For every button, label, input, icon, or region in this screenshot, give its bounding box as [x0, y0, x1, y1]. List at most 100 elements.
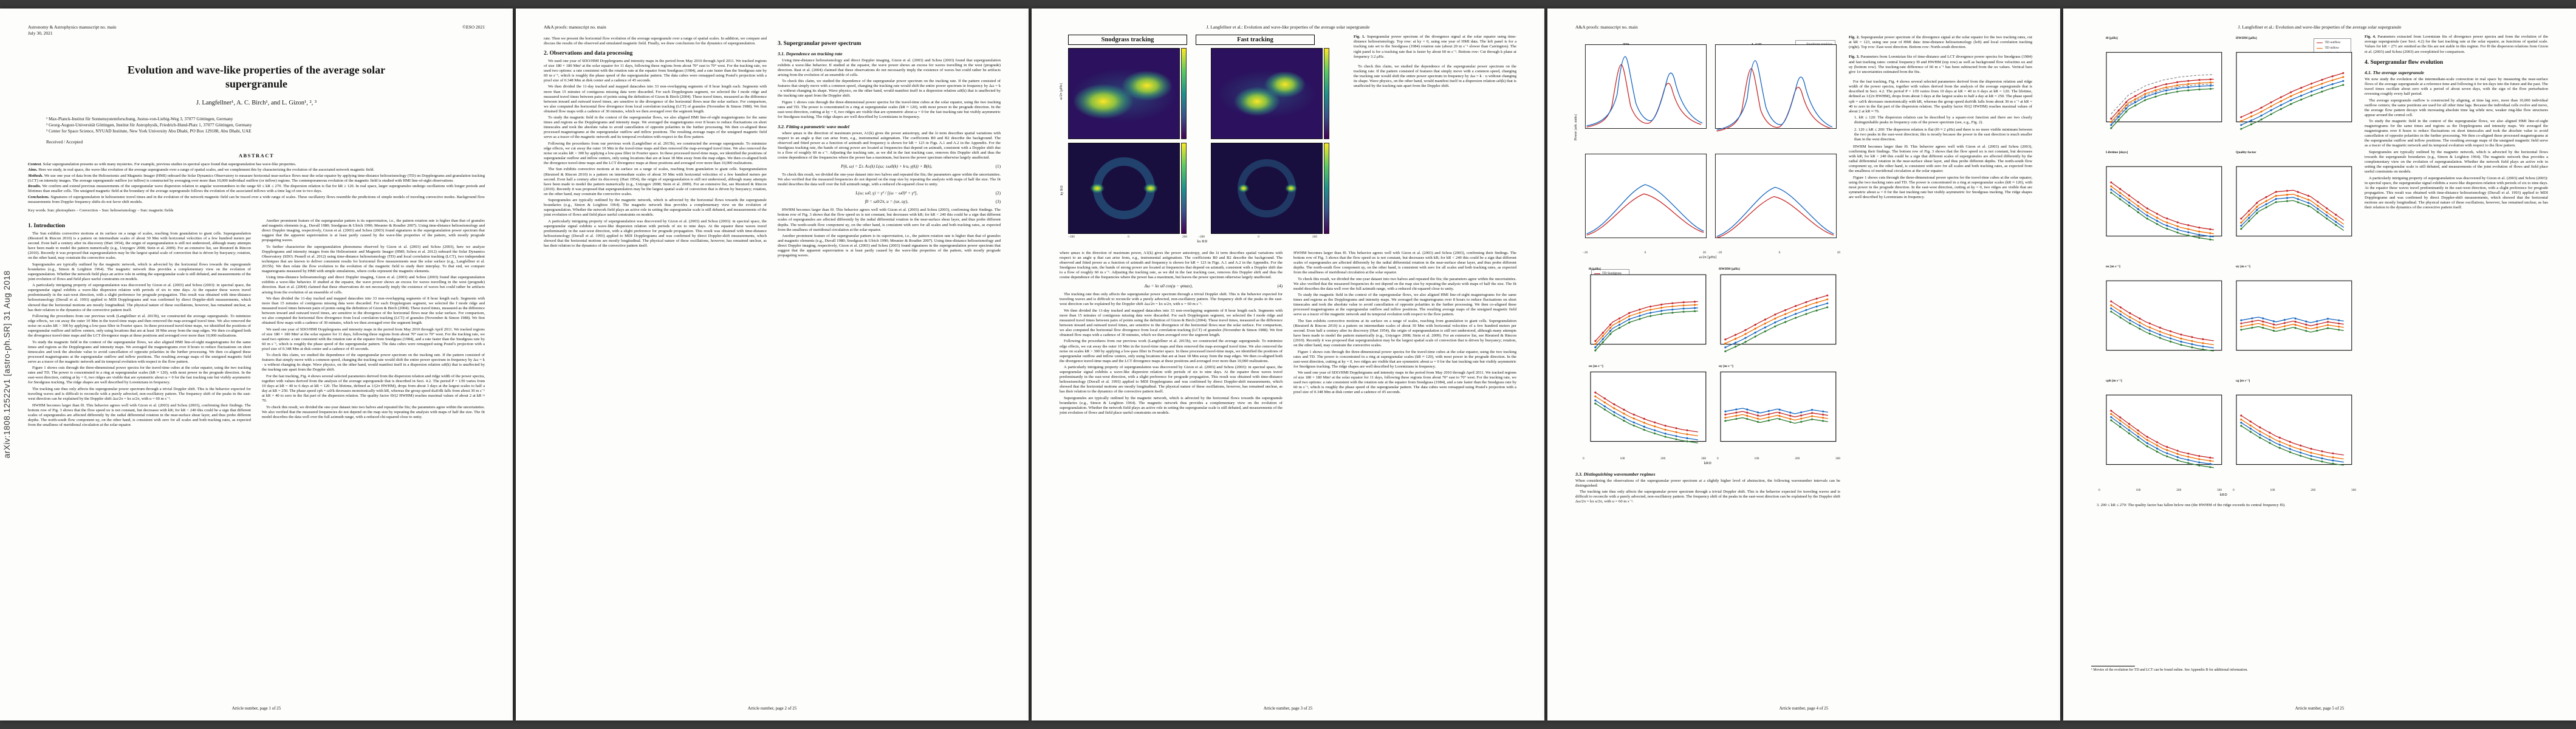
fig4-panel-f0: f0 [μHz] — [2098, 35, 2226, 146]
page3-footer: Article number, page 3 of 25 — [1263, 706, 1313, 711]
body-paragraph: HWHM becomes larger than f0. This behavi… — [1849, 145, 2032, 174]
page2-header: A&A proofs: manuscript no. main — [544, 24, 1001, 30]
regime-item-3: 3. 200 ≤ kR ≤ 270: The quality factor ha… — [2097, 503, 2286, 507]
figure-1-panels: Snodgrass tracking Fast tracking ω/2π [μ… — [1060, 35, 1345, 244]
fig1-xlabel: kx R⊙ — [1197, 239, 1208, 244]
body-paragraph: Another prominent feature of the supergr… — [262, 219, 485, 243]
body-paragraph: We used one year of SDO/HMI Dopplergrams… — [544, 58, 767, 83]
manuscript-note: Astronomy & Astrophysics manuscript no. … — [28, 24, 117, 30]
colorbar — [1181, 48, 1187, 139]
affiliations: ¹ Max-Planck-Institut für Sonnensystemfo… — [46, 116, 467, 134]
fig2-xticks: −20 0 20 −20 0 20 — [1583, 250, 1840, 255]
fig4-grid: f0 [μHz] HW — [2098, 35, 2356, 488]
body-paragraph: Supergranules are typically outlined by … — [1060, 395, 1283, 415]
abstract-methods: Methods. We use one year of data from th… — [28, 173, 485, 183]
plot-quality — [2236, 166, 2352, 237]
fig4-panel-cph: cph [m s⁻¹] — [2098, 377, 2226, 488]
body-paragraph: We used one year of SDO/HMI Dopplergrams… — [1293, 371, 1516, 395]
body-paragraph: The average supergranule outflow is cons… — [2365, 98, 2548, 117]
page1-right-column: Another prominent feature of the supergr… — [262, 219, 485, 608]
fig3-panel-f0: f0 [μHz] — [1583, 265, 1710, 360]
equation-1: P(k, ω) = Σ± A±(k) L(ω; ±ω0(k) + k·u, γ(… — [841, 164, 1001, 169]
fig1-panel-snodgrass-ky0 — [1068, 48, 1202, 139]
body-paragraph: For the fast tracking, Fig. 4 shows seve… — [1849, 80, 2032, 114]
page1-header: Astronomy & Astrophysics manuscript no. … — [28, 24, 485, 36]
figure-4: TD outflow TD inflow LCT outflow LCT inf… — [2091, 35, 2356, 497]
fig2-panel-lct-ns — [1713, 145, 1840, 251]
body-paragraph: To study the magnetic field in the conte… — [28, 340, 251, 364]
body-paragraph: To check this result, we divided the one… — [262, 405, 485, 419]
plot-uy — [2236, 280, 2352, 351]
body-paragraph: Another prominent feature of the supergr… — [778, 234, 1001, 258]
fig1-ylabel-bottom: ky R⊙ — [1060, 185, 1064, 196]
body-paragraph: HWHM becomes larger than f0. This behavi… — [28, 403, 251, 427]
page5-footer: Article number, page 5 of 25 — [2295, 706, 2345, 711]
body-paragraph: For the fast tracking, Fig. 4 shows seve… — [262, 374, 485, 403]
page4-footer: Article number, page 4 of 25 — [1779, 706, 1829, 711]
subsection-heading-wave-model: 3.2. Fitting a parametric wave model — [778, 124, 850, 130]
body-paragraph: To check this result, we divided the one… — [778, 173, 1001, 187]
body-paragraph: where φmax is the direction of maximum p… — [1060, 251, 1283, 280]
body-paragraph: The tracking rate thus only affects the … — [1060, 292, 1283, 307]
body-paragraph: Figure 1 shows cuts through the three-di… — [778, 100, 1001, 120]
fig4-panel-hwhm: HWHM [μHz] — [2228, 35, 2356, 146]
heatmap-fast-ky0 — [1211, 48, 1323, 139]
body-paragraph: rate. Then we present the horizontal flo… — [544, 36, 767, 46]
authors-line: J. Langfellner¹, A. C. Birch¹, and L. Gi… — [196, 100, 317, 107]
fig2-panel-td-ns — [1583, 145, 1710, 251]
footnote: ¹ Movies of the evolution for TD and LCT… — [2091, 668, 2248, 672]
fig1-title-snodgrass: Snodgrass tracking — [1068, 35, 1187, 45]
figure-2: Power [arb. units] TD LCT Snodgrass trac… — [1574, 35, 1840, 259]
fig1-panel-fast-kplane — [1211, 143, 1345, 234]
page5-body: TD outflow TD inflow LCT outflow LCT inf… — [2091, 35, 2548, 673]
arxiv-stamp: arXiv:1808.12522v1 [astro-ph.SR] 31 Aug … — [2, 270, 12, 459]
figure-1-titles: Snodgrass tracking Fast tracking — [1068, 35, 1345, 45]
fig3-xlabel: kR⊙ — [1704, 460, 1712, 465]
fig1-xticks: −200 0 200 −200 0 200 — [1068, 235, 1317, 239]
regime-item-1: 1. kR ≤ 120: The dispersion relation can… — [1854, 115, 2032, 125]
plot-td-north-south — [1584, 153, 1707, 238]
body-paragraph: Following the procedures from our previo… — [28, 314, 251, 338]
colorbar — [1324, 143, 1329, 234]
page1-left-column: 1. Introduction The Sun exhibits convect… — [28, 219, 251, 608]
body-paragraph: When considering the observations of the… — [1575, 478, 1840, 488]
page-3: J. Langfellner et al.: Evolution and wav… — [1032, 9, 1544, 720]
fig1-panel-snodgrass-kplane — [1068, 143, 1202, 234]
page5-left-column: TD outflow TD inflow LCT outflow LCT inf… — [2091, 35, 2356, 673]
proofs-note: A&A proofs: manuscript no. main — [544, 24, 606, 30]
plot-lifetime — [2106, 166, 2222, 241]
fig2-ylabel: Power [arb. units] — [1574, 114, 1578, 140]
body-paragraph: To check this claim, we studied the depe… — [1354, 64, 1516, 89]
plot-hwhm — [2236, 52, 2352, 130]
affiliation-1: ¹ Max-Planck-Institut für Sonnensystemfo… — [46, 116, 233, 122]
plot-lct-east-west — [1714, 44, 1837, 132]
fig2-panel-td-ew — [1583, 35, 1710, 142]
body-paragraph: A particularly intriguing property of su… — [28, 283, 251, 312]
page4-right-column: Fig. 2. Supergranular power spectrum of … — [1849, 35, 2032, 673]
page-4: A&A proofs: manuscript no. main Power [a… — [1547, 9, 2060, 720]
body-paragraph: To check this claim, we studied the depe… — [262, 353, 485, 372]
fig4-xlabel: kR⊙ — [2219, 493, 2228, 497]
page3-left-column: where φmax is the direction of maximum p… — [1060, 251, 1283, 649]
fig1-ylabel-top: ω/2π [μHz] — [1060, 83, 1063, 100]
section-heading-flow-evolution: 4. Supergranular flow evolution — [2365, 59, 2444, 66]
body-paragraph: Following the procedures from our previo… — [544, 141, 767, 165]
equation-2: L(ω; ω0, γ) = γ² / [(ω − ω0)² + γ²], (2) — [855, 191, 1001, 196]
body-paragraph: To study the magnetic field in the conte… — [1293, 293, 1516, 317]
heatmap-snodgrass-kplane — [1068, 143, 1180, 234]
equation-4: Δω = kx u0 cos(φ − φmax), (4) — [1144, 284, 1283, 289]
heatmap-fast-kplane — [1211, 143, 1323, 234]
plot-f0 — [2106, 52, 2222, 129]
fig4-panel-lifetime: Lifetime [days] — [2098, 149, 2226, 260]
page3-columns: where φmax is the direction of maximum p… — [1060, 251, 1516, 649]
body-paragraph: Figure 1 shows cuts through the three-di… — [1293, 349, 1516, 369]
plot-uy — [1720, 371, 1837, 442]
proofs-note: A&A proofs: manuscript no. main — [1575, 24, 1638, 30]
fig4-panel-quality: Quality factor — [2228, 149, 2356, 260]
body-paragraph: The Sun exhibits convective motions at i… — [28, 231, 251, 261]
body-paragraph: The tracking rate thus only affects the … — [1575, 490, 1840, 504]
body-paragraph: We then divided the 11-day tracked and m… — [262, 296, 485, 326]
page5-header: J. Langfellner et al.: Evolution and wav… — [2238, 24, 2402, 30]
page5-right-column: Fig. 4. Parameters extracted from Lorent… — [2365, 35, 2548, 673]
plot-f0 — [1590, 274, 1707, 352]
